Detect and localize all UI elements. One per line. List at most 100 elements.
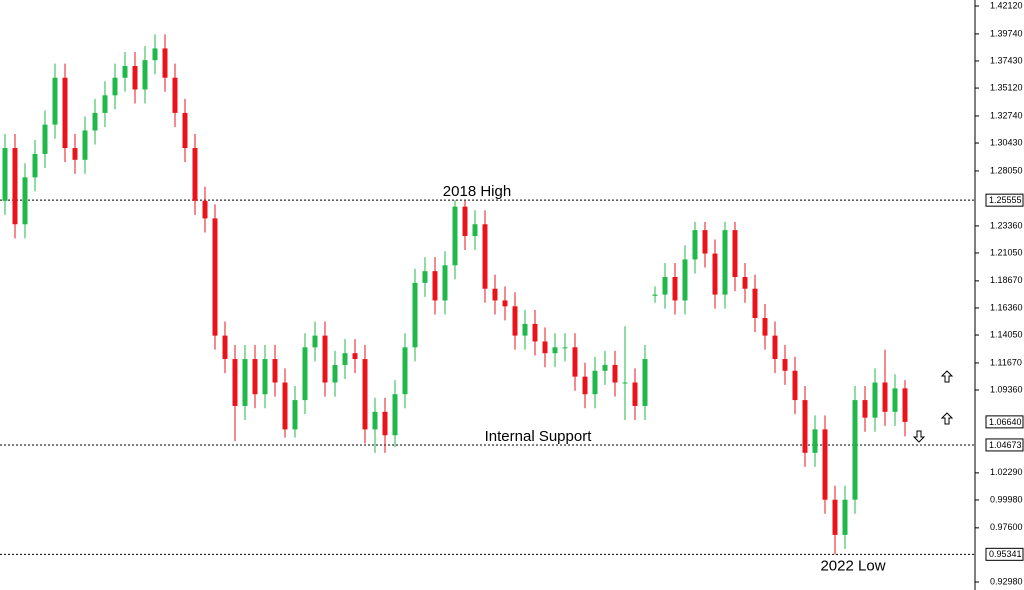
signal-arrows <box>912 370 954 443</box>
level-annotation: 2022 Low <box>820 557 885 574</box>
y-tick-label: 1.37430 <box>990 55 1023 65</box>
candle-body <box>352 353 358 360</box>
candle-body <box>262 359 268 395</box>
candle-body <box>312 335 318 348</box>
candle-body <box>402 347 408 395</box>
candle-body <box>102 95 108 113</box>
candle-body <box>22 177 28 225</box>
candle-body <box>832 499 838 535</box>
candle-body <box>12 148 18 225</box>
y-tick-label: 0.92980 <box>990 576 1023 586</box>
candle-body <box>272 359 278 383</box>
candle-body <box>292 400 298 430</box>
candle-body <box>472 224 478 236</box>
candle-body <box>712 253 718 295</box>
y-tick-label: 1.16360 <box>990 302 1023 312</box>
y-tick-label: 1.21050 <box>990 247 1023 257</box>
candle-body <box>782 359 788 371</box>
candle-body <box>582 376 588 395</box>
candle-body <box>482 224 488 289</box>
candle-body <box>682 259 688 301</box>
y-tick-label: 1.39740 <box>990 28 1023 38</box>
candle-body <box>52 77 58 125</box>
candle-body <box>172 77 178 113</box>
candle-body <box>382 411 388 436</box>
candle-body <box>642 359 648 406</box>
candle-body <box>882 382 888 412</box>
candle-body <box>152 48 158 61</box>
candle-body <box>32 153 38 178</box>
candle-body <box>92 112 98 131</box>
candle-body <box>892 388 898 412</box>
level-label: 0.95341 <box>989 549 1022 559</box>
candle-body <box>552 347 558 354</box>
y-tick-label: 0.99980 <box>990 494 1023 504</box>
candle-body <box>392 394 398 436</box>
candle-body <box>612 364 618 383</box>
candle-body <box>792 370 798 401</box>
candle-body <box>522 323 528 336</box>
last-price-label: 1.06640 <box>989 417 1022 427</box>
candle-body <box>592 370 598 395</box>
candle-body <box>452 206 458 266</box>
y-tick-label: 1.35120 <box>990 82 1023 92</box>
candle-body <box>192 148 198 201</box>
y-tick-label: 1.30430 <box>990 137 1023 147</box>
candle-body <box>142 60 148 90</box>
candle-body <box>742 277 748 289</box>
candle-body <box>252 359 258 395</box>
y-tick-label: 0.97600 <box>990 522 1023 532</box>
candle-body <box>662 277 668 295</box>
candle-body <box>2 148 8 201</box>
level-label: 1.25555 <box>989 195 1022 205</box>
candle-body <box>372 411 378 430</box>
candle-body <box>822 429 828 500</box>
candle-body <box>282 382 288 430</box>
y-tick-label: 1.11670 <box>990 357 1022 367</box>
candle-body <box>122 66 128 78</box>
candle-body <box>112 77 118 96</box>
candle-body <box>512 306 518 336</box>
candle-body <box>342 353 348 365</box>
candle-body <box>732 230 738 278</box>
candle-body <box>502 300 508 307</box>
candle-body <box>82 130 88 160</box>
candle-body <box>852 400 858 500</box>
candle-body <box>222 335 228 360</box>
y-tick-label: 1.14050 <box>990 329 1023 339</box>
down-arrow <box>912 430 926 443</box>
candle-body <box>242 359 248 406</box>
candle-body <box>442 265 448 301</box>
candle-body <box>572 347 578 377</box>
candle-body <box>72 148 78 160</box>
candle-body <box>212 218 218 336</box>
candle-body <box>492 288 498 301</box>
candle-body <box>652 294 658 296</box>
candle-body <box>762 318 768 336</box>
candle-body <box>542 341 548 354</box>
candle-body <box>772 335 778 360</box>
candle-body <box>232 359 238 406</box>
y-tick-label: 1.28050 <box>990 165 1023 175</box>
candle-body <box>202 200 208 219</box>
candle-body <box>902 388 908 422</box>
candle-body <box>862 400 868 418</box>
y-tick-label: 1.09360 <box>990 384 1023 394</box>
candle-body <box>182 112 188 149</box>
candle-body <box>692 230 698 260</box>
candle-body <box>322 335 328 383</box>
candle-body <box>702 230 708 254</box>
y-tick-label: 1.18670 <box>990 275 1023 285</box>
level-label: 1.04673 <box>989 440 1022 450</box>
y-tick-label: 1.23360 <box>990 220 1023 230</box>
candle-body <box>42 124 48 154</box>
level-annotation: Internal Support <box>485 428 593 445</box>
candle-body <box>562 347 568 349</box>
up-arrow <box>940 370 954 383</box>
candle-body <box>462 206 468 236</box>
level-box <box>985 438 1024 452</box>
candle-body <box>812 429 818 453</box>
candle-body <box>802 400 808 453</box>
level-annotation: 2018 High <box>443 183 511 200</box>
candle-body <box>632 382 638 406</box>
